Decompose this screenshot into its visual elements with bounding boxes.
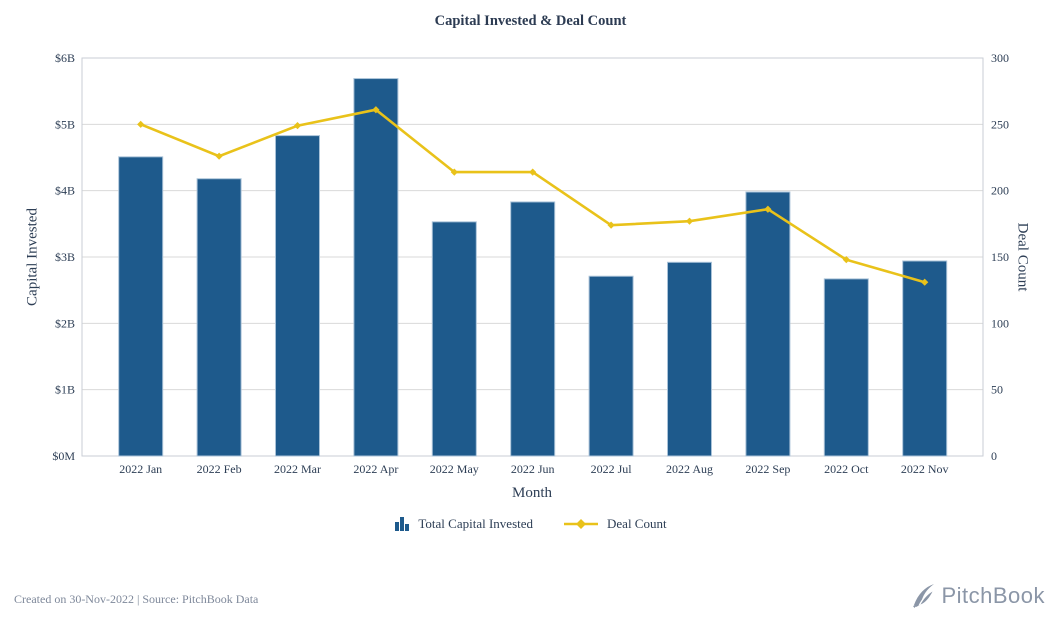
svg-text:250: 250: [991, 117, 1009, 131]
deal-count-marker-2022 Oct: [842, 256, 850, 264]
deal-count-marker-2022 Jun: [529, 168, 537, 176]
bar-2022 Nov: [902, 260, 948, 457]
bar-2022 Jan: [118, 156, 164, 457]
legend-item-capital: Total Capital Invested: [394, 515, 533, 532]
bar-2022 Jun: [510, 201, 556, 457]
bar-2022 Oct: [823, 278, 869, 457]
svg-text:$0M: $0M: [52, 449, 75, 463]
svg-text:2022 Sep: 2022 Sep: [745, 462, 790, 476]
bar-2022 Sep: [745, 191, 791, 457]
capital-invested-bars: [118, 78, 948, 457]
right-axis-tick-labels: 300 250 200 150 100 50 0: [991, 51, 1009, 463]
svg-text:$6B: $6B: [55, 51, 75, 65]
svg-text:0: 0: [991, 449, 997, 463]
svg-text:$5B: $5B: [55, 117, 75, 131]
svg-text:$1B: $1B: [55, 383, 75, 397]
deal-count-marker-2022 Feb: [215, 152, 223, 160]
pitchbook-feather-icon: [913, 584, 935, 608]
svg-text:2022 Oct: 2022 Oct: [824, 462, 869, 476]
svg-text:2022 Feb: 2022 Feb: [197, 462, 242, 476]
svg-text:2022 Mar: 2022 Mar: [274, 462, 321, 476]
deal-count-marker-2022 May: [450, 168, 458, 176]
svg-text:2022 Jan: 2022 Jan: [119, 462, 162, 476]
svg-text:100: 100: [991, 316, 1009, 330]
left-axis-tick-labels: $6B $5B $4B $3B $2B $1B $0M: [52, 51, 75, 463]
bar-2022 Aug: [667, 261, 712, 457]
bar-chart-icon: [395, 517, 410, 531]
deal-count-marker-2022 Jan: [137, 120, 145, 128]
chart-title: Capital Invested & Deal Count: [434, 13, 627, 29]
svg-text:50: 50: [991, 383, 1003, 397]
legend-item-dealcount: Deal Count: [563, 516, 667, 532]
right-axis-title: Deal Count: [1014, 222, 1031, 292]
deal-count-line: [137, 106, 929, 286]
brand-logo: PitchBook: [909, 583, 1045, 609]
bar-2022 Jul: [588, 275, 634, 457]
svg-text:2022 May: 2022 May: [430, 462, 479, 476]
x-axis-tick-labels: 2022 Jan 2022 Feb 2022 Mar 2022 Apr 2022 May…: [119, 462, 948, 476]
bar-2022 Feb: [196, 178, 242, 457]
svg-text:200: 200: [991, 184, 1009, 198]
brand-name: PitchBook: [941, 583, 1045, 608]
bar-2022 May: [431, 221, 477, 457]
svg-text:2022 Aug: 2022 Aug: [666, 462, 713, 476]
legend-label-dealcount: Deal Count: [607, 515, 667, 531]
deal-count-marker-2022 Mar: [293, 122, 302, 130]
deal-count-marker-2022 Apr: [372, 106, 380, 114]
x-axis-title: Month: [511, 485, 553, 501]
svg-text:2022 Nov: 2022 Nov: [901, 462, 949, 476]
deal-count-marker-2022 Jul: [607, 221, 615, 229]
svg-text:$2B: $2B: [55, 316, 75, 330]
line-marker-icon: [564, 518, 599, 529]
svg-text:150: 150: [991, 250, 1009, 264]
legend: Total Capital Invested Deal Count: [0, 515, 1061, 532]
svg-text:300: 300: [991, 51, 1009, 65]
svg-text:2022 Jun: 2022 Jun: [511, 462, 555, 476]
svg-text:2022 Jul: 2022 Jul: [591, 462, 633, 476]
footer-caption: Created on 30-Nov-2022 | Source: PitchBo…: [14, 592, 259, 606]
legend-label-capital: Total Capital Invested: [418, 515, 534, 531]
deal-count-marker-2022 Nov: [921, 278, 929, 286]
svg-text:$4B: $4B: [55, 184, 75, 198]
svg-text:2022 Apr: 2022 Apr: [353, 462, 398, 476]
bar-2022 Apr: [353, 78, 399, 457]
bar-2022 Mar: [275, 135, 320, 457]
deal-count-marker-2022 Aug: [685, 217, 694, 225]
deal-count-marker-2022 Sep: [764, 205, 772, 213]
svg-text:$3B: $3B: [55, 250, 75, 264]
left-axis-title: Capital Invested: [24, 208, 41, 306]
